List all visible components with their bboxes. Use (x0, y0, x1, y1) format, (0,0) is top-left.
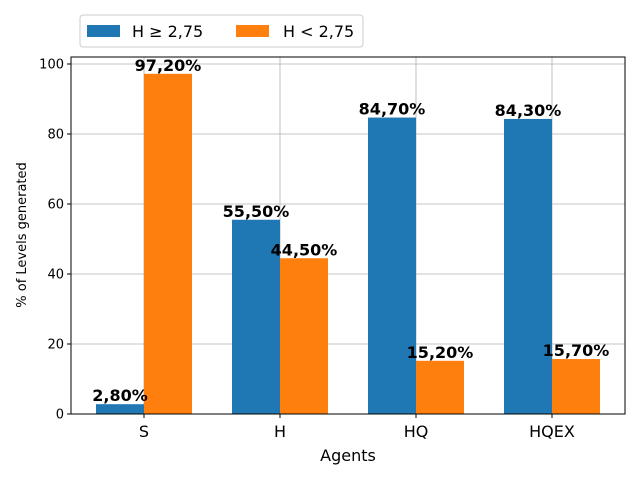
bar-series-1-s (96, 404, 144, 414)
data-label: 55,50% (223, 202, 290, 221)
legend-label-series-2: H < 2,75 (283, 22, 354, 41)
legend: H ≥ 2,75 H < 2,75 (79, 14, 364, 48)
data-label: 84,70% (359, 100, 426, 119)
x-tick-label: S (139, 422, 149, 441)
bar-series-2-s (144, 73, 192, 415)
x-tick-label: HQ (404, 422, 429, 441)
data-label: 84,30% (495, 101, 562, 120)
y-tick-label: 80 (47, 128, 64, 143)
legend-label-series-1: H ≥ 2,75 (132, 22, 203, 41)
legend-swatch-series-1 (87, 25, 120, 37)
legend-box (79, 14, 364, 48)
data-label: 97,20% (135, 56, 202, 75)
y-tick-label: 100 (39, 58, 64, 73)
bar-series-1-hq (368, 117, 416, 415)
bar-series-1-h (232, 219, 280, 414)
bars (96, 73, 600, 415)
legend-swatch-series-2 (236, 25, 269, 37)
data-label: 15,70% (543, 341, 610, 360)
data-label: 2,80% (92, 386, 148, 405)
bar-series-1-hqex (504, 118, 552, 414)
bar-series-2-h (280, 258, 328, 414)
bar-series-2-hq (416, 360, 464, 414)
y-tick-label: 20 (47, 338, 64, 353)
y-tick-label: 60 (47, 198, 64, 213)
plot-frame (70, 56, 626, 415)
bar-series-2-hqex (552, 359, 600, 414)
y-tick-label: 40 (47, 268, 64, 283)
x-axis-label: Agents (320, 446, 376, 465)
data-label: 15,20% (407, 343, 474, 362)
data-label: 44,50% (271, 240, 338, 259)
x-tick-label: HQEX (529, 422, 575, 441)
data-labels: 2,80% 55,50% 84,70% 84,30% 97,20% 44,50% 15,20… (92, 56, 609, 405)
y-axis-label: % of Levels generated (15, 162, 30, 308)
axes: 0 20 40 60 80 100 S H HQ HQEX (39, 58, 575, 442)
x-tick-label: H (274, 422, 286, 441)
y-tick-label: 0 (56, 408, 64, 423)
